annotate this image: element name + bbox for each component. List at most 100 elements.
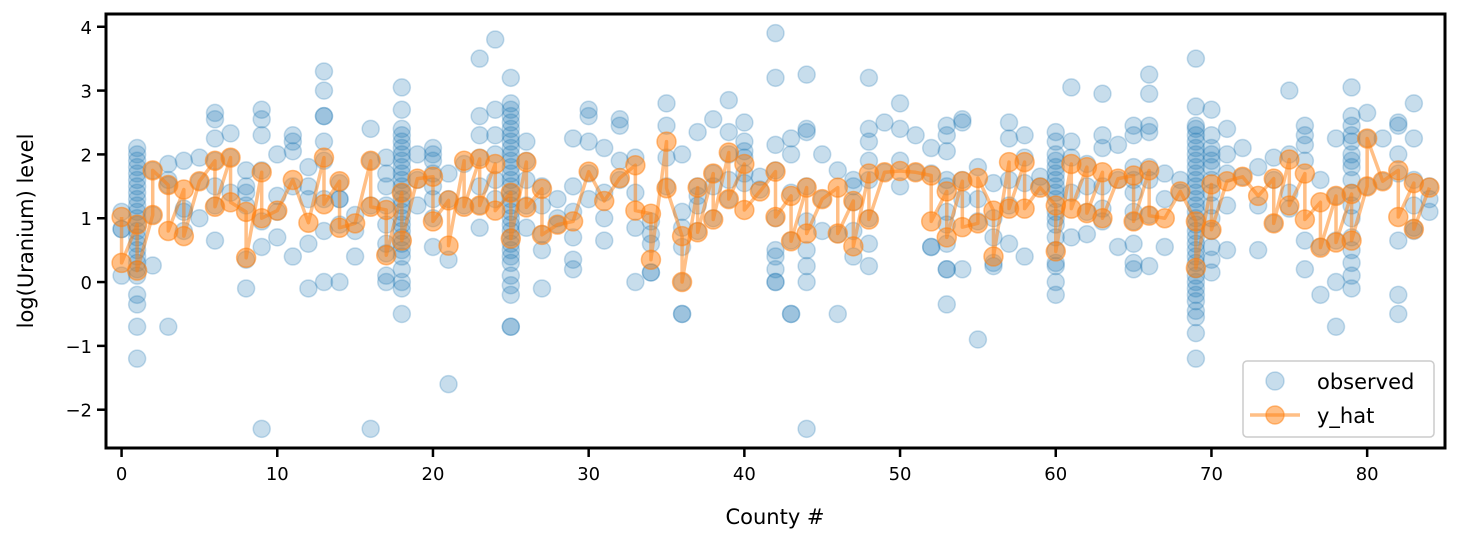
legend-observed-label: observed	[1317, 370, 1414, 394]
y-hat-point	[251, 162, 272, 183]
observed-point	[1248, 240, 1268, 260]
observed-point	[485, 126, 505, 145]
observed-point	[1186, 119, 1206, 139]
observed-point	[501, 266, 521, 285]
observed-point	[1202, 250, 1221, 269]
observed-point	[828, 161, 848, 180]
observed-point	[1311, 285, 1330, 305]
y-hat-point	[516, 151, 537, 173]
observed-point	[470, 49, 489, 68]
observed-point	[1389, 116, 1408, 135]
observed-point	[1155, 237, 1174, 257]
observed-point	[314, 81, 334, 100]
observed-point	[127, 151, 147, 171]
observed-point	[1124, 234, 1143, 254]
observed-point	[501, 113, 521, 132]
observed-point	[1186, 49, 1206, 68]
observed-point	[859, 256, 879, 276]
observed-point	[1342, 106, 1361, 126]
observed-point	[252, 100, 271, 119]
observed-point	[968, 330, 988, 349]
y-hat-point	[827, 177, 849, 198]
observed-point	[1342, 78, 1361, 97]
observed-point	[1280, 81, 1299, 100]
observed-point	[1404, 94, 1424, 113]
y-hat-point	[1014, 198, 1035, 219]
observed-point	[1186, 132, 1206, 151]
observed-point	[1139, 65, 1159, 84]
observed-point	[532, 279, 552, 298]
observed-point	[953, 113, 972, 132]
x-tick-label: 0	[116, 464, 127, 485]
observed-point	[501, 276, 521, 295]
y-hat-point	[391, 182, 413, 203]
observed-point	[252, 237, 271, 257]
observed-point	[252, 110, 271, 129]
observed-point	[127, 145, 147, 164]
observed-point	[1202, 138, 1221, 158]
y-hat-point	[702, 163, 724, 184]
y-hat-point	[858, 209, 880, 230]
y-hat-point	[1014, 151, 1035, 173]
observed-point	[392, 151, 412, 171]
y-hat-point	[531, 178, 553, 200]
observed-point	[159, 317, 178, 336]
x-tick-label: 10	[266, 464, 289, 485]
observed-point	[392, 100, 412, 119]
y-hat-point	[734, 153, 755, 175]
observed-point	[781, 304, 801, 324]
observed-point	[314, 106, 334, 126]
observed-point	[548, 189, 567, 209]
observed-point	[937, 295, 957, 314]
observed-point	[127, 177, 147, 196]
observed-point	[127, 183, 147, 202]
y-hat-point	[656, 131, 677, 152]
observed-point	[1124, 126, 1143, 145]
observed-point	[1217, 240, 1237, 260]
observed-point	[563, 260, 583, 279]
observed-point	[392, 132, 412, 151]
observed-point	[937, 141, 957, 161]
observed-point	[392, 119, 412, 139]
y-hat-point	[843, 236, 864, 257]
observed-point	[563, 177, 583, 196]
legend: observed y_hat	[1242, 360, 1435, 438]
observed-point	[1202, 145, 1221, 164]
observed-point	[937, 126, 957, 145]
observed-point	[999, 113, 1019, 132]
observed-point	[1342, 266, 1361, 285]
y-hat-point	[843, 190, 864, 212]
observed-point	[1186, 126, 1206, 145]
x-axis-label: County #	[725, 505, 824, 529]
observed-point	[1186, 151, 1206, 171]
observed-point	[299, 234, 318, 254]
observed-point	[392, 78, 412, 97]
observed-point	[392, 304, 412, 324]
y-hat-point	[1294, 209, 1316, 230]
y-hat-point	[173, 179, 195, 200]
y-hat-point	[1341, 230, 1362, 251]
observed-point	[1108, 135, 1128, 155]
observed-point	[1295, 126, 1315, 145]
observed-point	[921, 138, 941, 158]
y-hat-point	[765, 161, 786, 182]
y-axis-label: log(Uranium) level	[14, 134, 38, 329]
y-hat-point	[142, 204, 163, 226]
y-hat-point	[1279, 149, 1300, 170]
observed-point	[797, 272, 816, 292]
observed-point	[377, 164, 396, 183]
observed-point	[392, 126, 412, 145]
observed-point	[1342, 116, 1361, 135]
y-hat-point	[796, 223, 817, 244]
y-hat-point	[687, 177, 708, 198]
observed-point	[719, 122, 739, 142]
y-hat-point	[780, 185, 802, 207]
observed-point	[1186, 97, 1206, 116]
observed-point	[1326, 272, 1346, 292]
y-hat-point	[376, 199, 397, 221]
observed-point	[1046, 122, 1066, 142]
observed-point	[1404, 129, 1424, 148]
observed-point	[1139, 84, 1159, 104]
observed-point	[236, 183, 256, 202]
